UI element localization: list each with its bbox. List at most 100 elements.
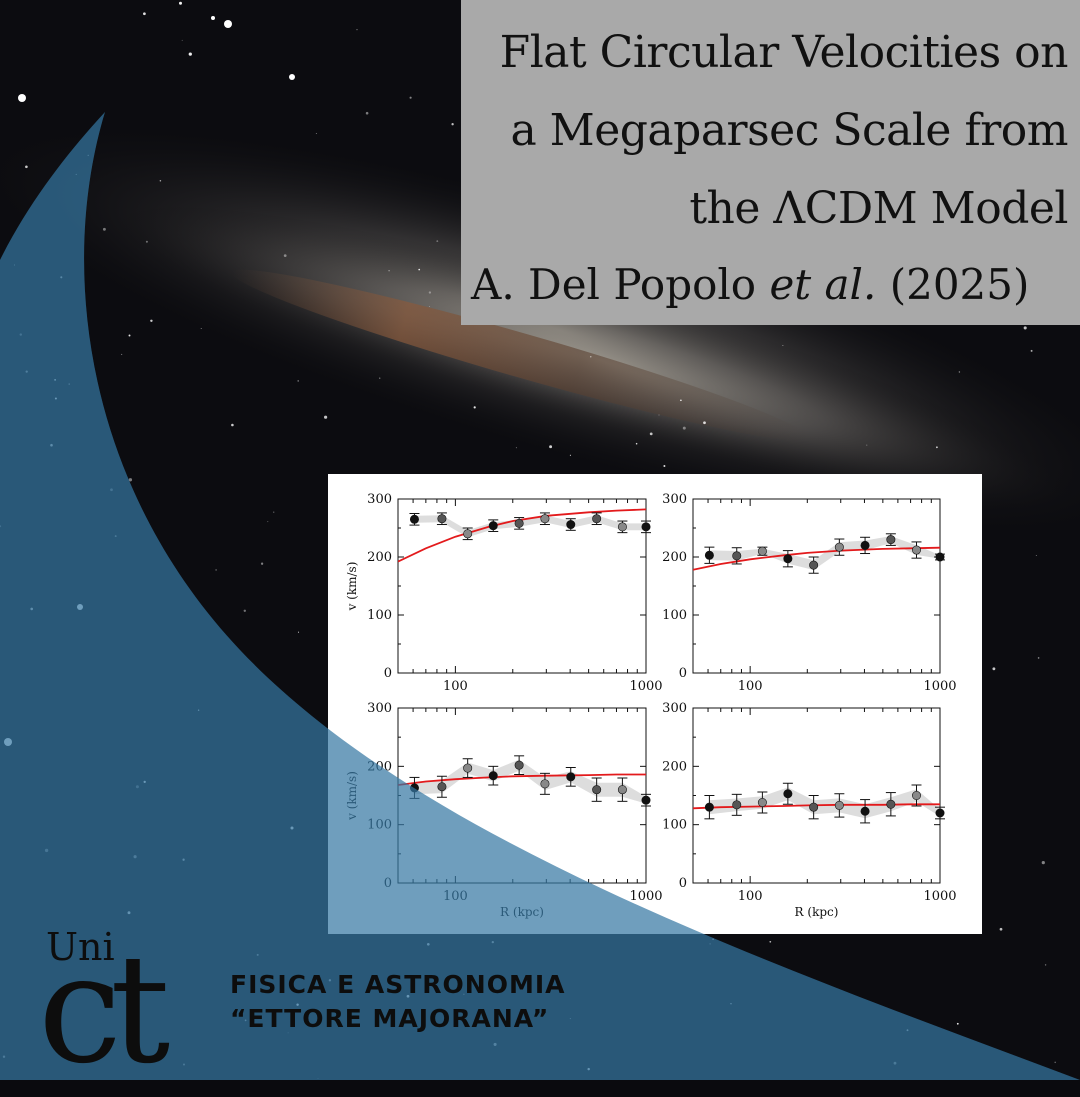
star: [182, 858, 185, 861]
uncertainty-band: [709, 536, 940, 570]
y-tick-label: 200: [662, 759, 687, 774]
star: [906, 1029, 909, 1032]
star: [25, 165, 28, 169]
data-point: [809, 560, 819, 570]
star: [549, 445, 553, 449]
star: [128, 478, 133, 482]
data-point: [860, 540, 870, 550]
star: [769, 940, 772, 943]
bright-star: [289, 74, 295, 80]
logo-uni: Uni: [46, 925, 115, 969]
star: [2, 1055, 6, 1058]
star: [436, 240, 439, 243]
star: [128, 334, 131, 337]
data-point: [540, 514, 550, 524]
bright-star: [18, 94, 26, 102]
star: [958, 371, 961, 373]
y-tick-label: 0: [679, 666, 687, 681]
data-point: [592, 514, 602, 524]
star: [297, 631, 300, 633]
x-tick-label: 1000: [923, 679, 956, 694]
x-tick-label: 100: [443, 889, 468, 904]
star: [143, 780, 146, 784]
data-point: [514, 518, 524, 528]
star: [127, 911, 131, 915]
data-point: [437, 782, 447, 792]
y-axis-label: v (km/s): [345, 771, 359, 821]
y-tick-label: 200: [662, 550, 687, 565]
star: [19, 333, 22, 336]
data-point: [592, 785, 602, 795]
y-tick-label: 300: [662, 701, 687, 716]
star: [782, 345, 784, 346]
data-point: [488, 771, 498, 781]
data-point: [409, 783, 419, 793]
star: [1054, 1061, 1056, 1064]
x-tick-label: 1000: [923, 889, 956, 904]
x-tick-label: 100: [738, 889, 763, 904]
star: [866, 444, 868, 446]
figure-panel: 0 100 200 300 100 1000 v (km/s) 0 100 200 300 100 10…: [328, 474, 982, 934]
star: [60, 276, 63, 279]
bright-star: [224, 20, 232, 28]
x-tick-label: 100: [738, 679, 763, 694]
star: [243, 609, 246, 612]
star: [297, 380, 300, 382]
data-point: [732, 551, 742, 561]
star: [709, 943, 711, 945]
star: [712, 938, 714, 940]
star: [365, 111, 369, 115]
star: [315, 132, 317, 135]
star: [1044, 964, 1047, 966]
data-point: [514, 760, 524, 770]
unict-logo: Uni ct FISICA E ASTRONOMIA “ETTORE MAJOR…: [30, 925, 590, 1085]
star: [473, 406, 476, 409]
star: [388, 269, 390, 272]
star: [1037, 657, 1040, 659]
star: [992, 667, 996, 671]
star: [324, 415, 328, 419]
star: [150, 319, 153, 323]
x-axis-label: R (kpc): [500, 905, 544, 919]
data-point: [886, 799, 896, 809]
star: [451, 123, 454, 126]
author-year: (2025): [876, 260, 1030, 309]
department-name: FISICA E ASTRONOMIA “ETTORE MAJORANA”: [230, 968, 565, 1036]
star: [114, 535, 117, 538]
y-tick-label: 200: [367, 759, 392, 774]
star: [703, 421, 706, 425]
uncertainty-band: [709, 787, 940, 819]
data-point: [704, 802, 714, 812]
y-tick-label: 300: [367, 492, 392, 507]
data-point: [617, 785, 627, 795]
data-point: [704, 550, 714, 560]
y-tick-label: 300: [367, 701, 392, 716]
x-tick-label: 100: [443, 679, 468, 694]
data-point: [834, 800, 844, 810]
data-point: [641, 522, 651, 532]
data-point: [641, 795, 651, 805]
plot-frame: [692, 498, 941, 674]
data-point: [783, 789, 793, 799]
star: [135, 785, 139, 789]
star: [30, 607, 34, 611]
data-point: [935, 552, 945, 562]
x-axis-label: R (kpc): [795, 905, 839, 919]
panel-top-left: 0 100 200 300 100 1000 v (km/s): [345, 492, 663, 694]
star: [649, 432, 653, 436]
star: [25, 370, 28, 373]
star: [356, 29, 358, 31]
data-point: [617, 522, 627, 532]
data-point: [911, 545, 921, 555]
star: [13, 264, 16, 266]
star: [1041, 860, 1045, 865]
data-point: [886, 535, 896, 545]
star: [317, 1078, 319, 1079]
data-point: [540, 779, 550, 789]
star: [110, 488, 113, 492]
title-line-1: Flat Circular Velocities on: [499, 27, 1069, 78]
title-line-3: the ΛCDM Model: [689, 183, 1068, 234]
data-point: [757, 797, 767, 807]
star: [893, 1061, 897, 1065]
data-point: [463, 763, 473, 773]
